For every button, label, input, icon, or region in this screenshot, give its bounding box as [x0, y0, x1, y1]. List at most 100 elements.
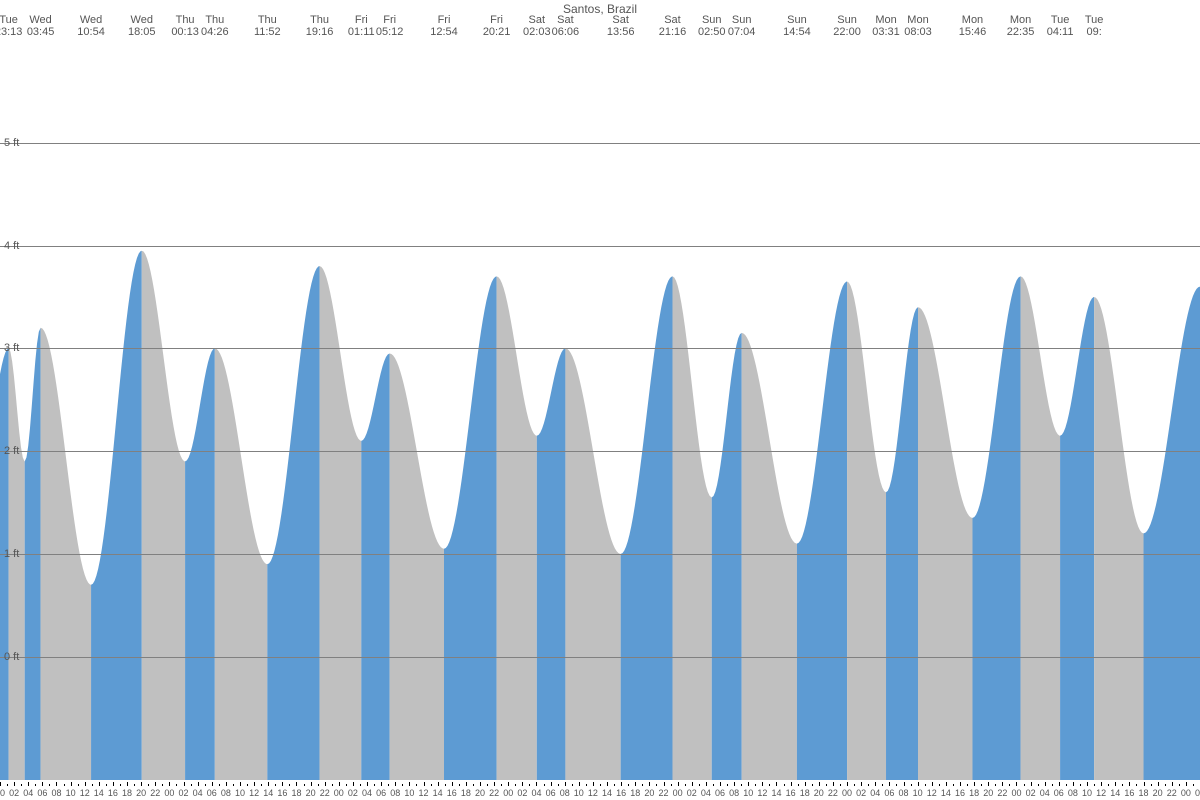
x-tick: [819, 782, 820, 786]
x-tick-label: 20: [475, 788, 485, 798]
extrema-label: Fri20:21: [483, 14, 511, 38]
x-tick-label: 20: [136, 788, 146, 798]
x-tick-label: 12: [249, 788, 259, 798]
x-tick-minor: [967, 784, 968, 786]
x-tick-minor: [1094, 784, 1095, 786]
rising-segment: [0, 348, 9, 780]
x-tick: [988, 782, 989, 786]
x-tick-label: 00: [164, 788, 174, 798]
extrema-label: Thu00:13: [171, 14, 199, 38]
x-tick-minor: [614, 784, 615, 786]
rising-segment: [972, 276, 1020, 780]
x-tick-minor: [416, 784, 417, 786]
x-tick-minor: [1038, 784, 1039, 786]
x-tick: [776, 782, 777, 786]
x-tick: [141, 782, 142, 786]
y-axis-label: 4 ft: [4, 240, 19, 252]
x-tick-label: 08: [51, 788, 61, 798]
x-tick: [833, 782, 834, 786]
extrema-label: Mon03:31: [872, 14, 900, 38]
x-tick-minor: [7, 784, 8, 786]
x-tick-minor: [402, 784, 403, 786]
x-tick-minor: [176, 784, 177, 786]
tide-chart: Santos, Brazil Tue23:13Wed03:45Wed10:54W…: [0, 0, 1200, 800]
x-tick-minor: [586, 784, 587, 786]
rising-segment: [361, 353, 389, 780]
extrema-label: Tue09:: [1085, 14, 1104, 38]
rising-segment: [1060, 297, 1094, 780]
x-tick-label: 14: [433, 788, 443, 798]
x-tick-label: 10: [913, 788, 923, 798]
x-tick-minor: [741, 784, 742, 786]
x-tick-minor: [558, 784, 559, 786]
x-tick: [198, 782, 199, 786]
x-tick-minor: [148, 784, 149, 786]
y-axis-label: 0 ft: [4, 651, 19, 663]
extrema-label: Sun02:50: [698, 14, 726, 38]
x-tick-label: 02: [1026, 788, 1036, 798]
x-tick-minor: [656, 784, 657, 786]
x-tick-label: 02: [687, 788, 697, 798]
x-tick: [875, 782, 876, 786]
x-tick-label: 08: [560, 788, 570, 798]
x-tick: [325, 782, 326, 786]
x-tick-label: 22: [320, 788, 330, 798]
x-tick-label: 20: [1153, 788, 1163, 798]
x-tick-minor: [812, 784, 813, 786]
x-tick-label: 06: [376, 788, 386, 798]
x-tick: [1031, 782, 1032, 786]
x-tick-label: 04: [362, 788, 372, 798]
x-tick: [522, 782, 523, 786]
x-tick: [635, 782, 636, 786]
extrema-label: Wed10:54: [77, 14, 105, 38]
x-tick: [113, 782, 114, 786]
x-tick-minor: [882, 784, 883, 786]
x-tick: [1129, 782, 1130, 786]
rising-segment: [886, 307, 918, 780]
x-tick-minor: [1024, 784, 1025, 786]
x-tick: [1087, 782, 1088, 786]
x-tick-minor: [544, 784, 545, 786]
extrema-label: Sun07:04: [728, 14, 756, 38]
extrema-label: Sat21:16: [659, 14, 687, 38]
x-tick-minor: [826, 784, 827, 786]
x-tick-minor: [1193, 784, 1194, 786]
x-tick: [1073, 782, 1074, 786]
x-tick: [904, 782, 905, 786]
x-tick-minor: [854, 784, 855, 786]
x-tick-minor: [275, 784, 276, 786]
rising-segment: [91, 251, 142, 780]
x-tick: [311, 782, 312, 786]
x-tick-label: 14: [771, 788, 781, 798]
x-tick: [1101, 782, 1102, 786]
x-tick-minor: [755, 784, 756, 786]
x-tick-minor: [49, 784, 50, 786]
x-tick: [649, 782, 650, 786]
x-tick-label: 16: [616, 788, 626, 798]
extrema-label: Thu11:52: [254, 14, 281, 38]
x-tick: [254, 782, 255, 786]
falling-segment: [142, 251, 185, 780]
x-tick: [1144, 782, 1145, 786]
x-tick-label: 02: [856, 788, 866, 798]
x-tick: [212, 782, 213, 786]
extrema-label: Tue23:13: [0, 14, 22, 38]
x-tick-minor: [501, 784, 502, 786]
x-tick: [805, 782, 806, 786]
x-tick: [452, 782, 453, 786]
x-tick: [240, 782, 241, 786]
extrema-label: Fri12:54: [430, 14, 458, 38]
x-tick-label: 20: [644, 788, 654, 798]
y-axis-label: 2 ft: [4, 445, 19, 457]
x-tick-minor: [981, 784, 982, 786]
x-tick-label: 00: [1181, 788, 1191, 798]
x-tick: [508, 782, 509, 786]
x-tick-label: 00: [1011, 788, 1021, 798]
extrema-label: Thu19:16: [306, 14, 334, 38]
x-tick-minor: [332, 784, 333, 786]
x-tick-label: 02: [1195, 788, 1200, 798]
x-tick-label: 04: [870, 788, 880, 798]
x-tick-minor: [247, 784, 248, 786]
x-tick-label: 16: [786, 788, 796, 798]
x-tick-minor: [92, 784, 93, 786]
